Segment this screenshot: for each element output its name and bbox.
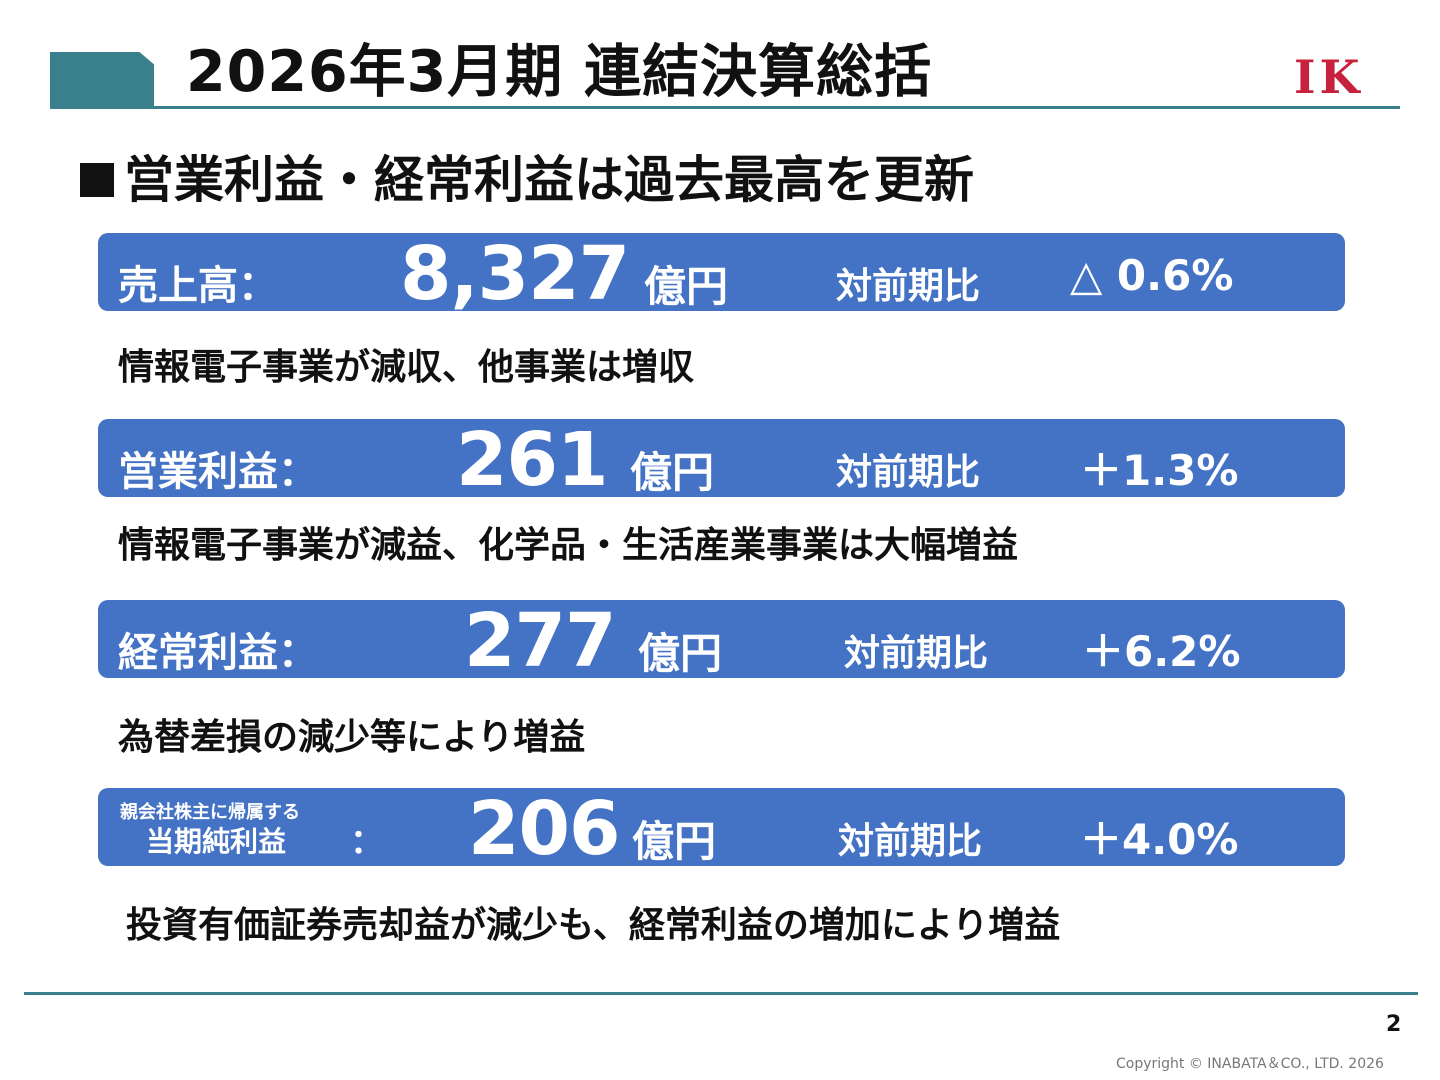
metric-note-sales: 情報電子事業が減収、他事業は増収	[118, 347, 695, 388]
comparison-label: 対前期比	[836, 266, 981, 307]
metric-change: ＋4.0%	[1080, 815, 1239, 864]
metric-band-sales: 売上高： 8,327 億円 対前期比 △ 0.6%	[98, 231, 1345, 317]
metric-label: 売上高：	[118, 263, 278, 309]
metric-change: △ 0.6%	[1070, 251, 1234, 300]
slide-title: 2026年3月期 連結決算総括	[186, 39, 933, 105]
metric-unit: 億円	[632, 817, 717, 866]
metric-unit: 億円	[644, 262, 729, 311]
metric-band-operating-profit: 営業利益： 261 億円 対前期比 ＋1.3%	[98, 417, 1345, 503]
metric-note-operating-profit: 情報電子事業が減益、化学品・生活産業事業は大幅増益	[118, 525, 1019, 566]
metric-label: 営業利益：	[118, 449, 318, 495]
metric-value: 277	[464, 598, 616, 684]
headline-text: 営業利益・経常利益は過去最高を更新	[124, 151, 974, 209]
metric-note-ordinary-profit: 為替差損の減少等により増益	[118, 717, 586, 758]
metric-label-top: 親会社株主に帰属する	[120, 802, 300, 823]
page-number: 2	[1386, 1012, 1402, 1037]
title-underline	[50, 106, 1400, 109]
metric-band-ordinary-profit: 経常利益： 277 億円 対前期比 ＋6.2%	[98, 598, 1345, 684]
metric-unit: 億円	[630, 448, 715, 497]
metric-change: ＋6.2%	[1082, 627, 1241, 676]
square-bullet-icon	[80, 163, 114, 197]
metric-band-net-income: 親会社株主に帰属する 当期純利益 ： 206 億円 対前期比 ＋4.0%	[98, 786, 1345, 872]
title-accent-tab	[50, 52, 154, 108]
comparison-label: 対前期比	[838, 821, 983, 862]
metric-label-bottom: 当期純利益	[146, 825, 287, 858]
comparison-label: 対前期比	[836, 452, 981, 493]
metric-change: ＋1.3%	[1080, 446, 1239, 495]
footer-divider	[24, 992, 1418, 995]
headline: 営業利益・経常利益は過去最高を更新	[80, 140, 974, 212]
comparison-label: 対前期比	[844, 633, 989, 674]
metric-value: 8,327	[400, 231, 630, 317]
metric-label: 経常利益：	[118, 630, 318, 676]
metric-value: 261	[456, 417, 608, 503]
metric-value: 206	[468, 786, 620, 872]
metric-note-net-income: 投資有価証券売却益が減少も、経常利益の増加により増益	[126, 905, 1061, 946]
metric-label-colon: ：	[350, 822, 384, 862]
company-logo: IK	[1294, 50, 1364, 104]
metric-unit: 億円	[638, 629, 723, 678]
copyright-notice: Copyright © INABATA＆CO., LTD. 2026	[1116, 1056, 1384, 1072]
